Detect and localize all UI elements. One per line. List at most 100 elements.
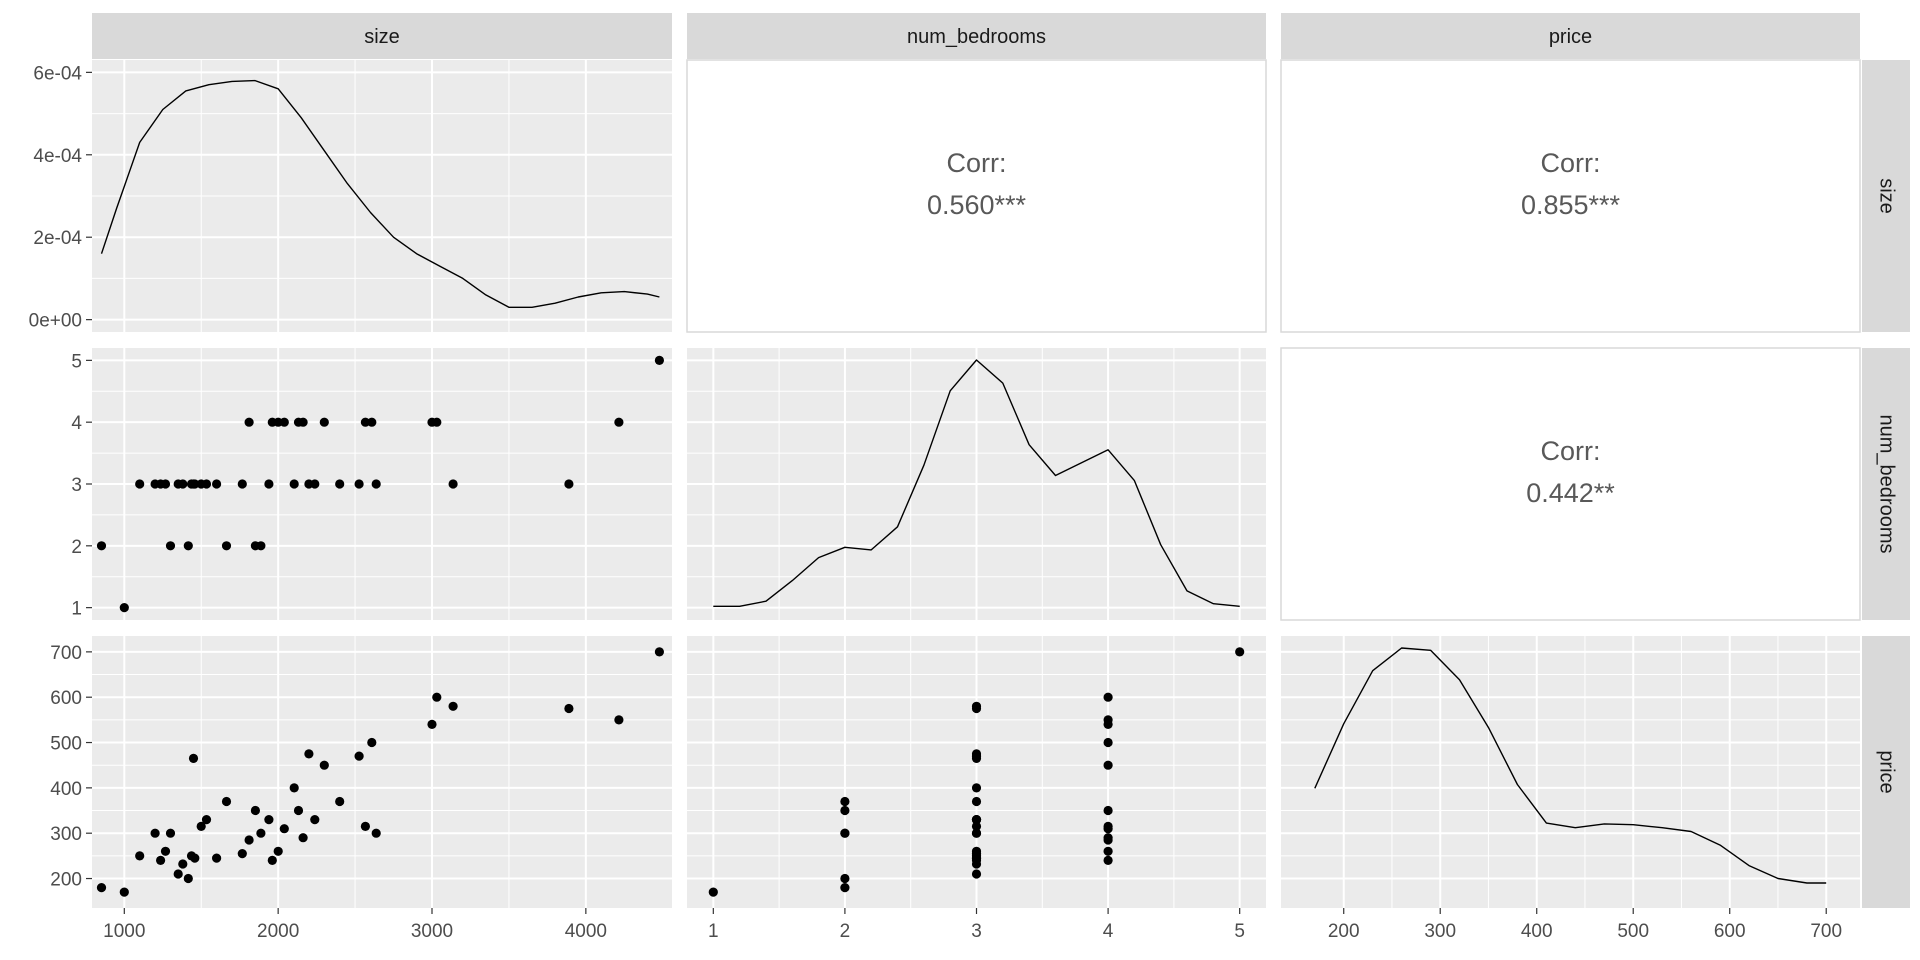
scatter-point xyxy=(237,479,247,489)
scatter-point xyxy=(165,828,176,838)
scatter-point xyxy=(654,647,665,657)
y-tick-label: 3 xyxy=(71,475,82,496)
x-tick-label: 2 xyxy=(840,921,851,942)
scatter-point xyxy=(256,541,266,551)
strip-row-price xyxy=(1862,636,1910,908)
scatter-point xyxy=(360,821,370,832)
strip-col-label-price: price xyxy=(1549,26,1592,48)
y-tick-label: 2 xyxy=(71,537,82,558)
strip-row-label-size: size xyxy=(1876,178,1898,214)
strip-row-label-num_bedrooms: num_bedrooms xyxy=(1876,415,1898,554)
scatter-point xyxy=(371,828,381,838)
corr-label: Corr: xyxy=(947,148,1007,178)
scatter-point xyxy=(840,873,850,884)
x-tick-label: 500 xyxy=(1617,921,1649,942)
scatter-point xyxy=(298,417,308,427)
scatter-point xyxy=(971,869,982,879)
scatter-point xyxy=(971,703,982,714)
y-tick-label: 6e-04 xyxy=(33,63,82,84)
scatter-point xyxy=(319,417,329,427)
corr-label: Corr: xyxy=(1541,436,1601,466)
scatter-point xyxy=(840,883,850,893)
panel-size-num_bedrooms xyxy=(686,59,1267,333)
panel-num_bedrooms-size xyxy=(92,348,672,620)
scatter-point xyxy=(432,417,442,427)
y-tick-label: 1 xyxy=(71,599,82,620)
x-tick-label: 3000 xyxy=(411,921,453,942)
scatter-point xyxy=(310,479,320,489)
scatter-point xyxy=(1103,855,1113,866)
y-tick-label: 400 xyxy=(50,779,82,800)
scatter-point xyxy=(178,479,188,489)
x-tick-label: 300 xyxy=(1424,921,1456,942)
scatter-point xyxy=(96,883,107,893)
scatter-point xyxy=(273,846,283,856)
scatter-point xyxy=(367,417,377,427)
y-tick-label: 0e+00 xyxy=(29,311,82,332)
scatter-point xyxy=(188,753,199,764)
scatter-point xyxy=(840,805,850,816)
scatter-point xyxy=(971,751,982,761)
strip-row-num_bedrooms xyxy=(1862,348,1910,620)
scatter-point xyxy=(614,417,624,427)
density-line-price xyxy=(1314,647,1827,884)
scatter-point xyxy=(237,849,247,859)
scatter-point xyxy=(971,821,982,832)
scatter-point xyxy=(1103,846,1113,856)
scatter-point xyxy=(289,783,299,793)
y-tick-label: 4 xyxy=(71,413,82,434)
density-line-num_bedrooms xyxy=(713,359,1240,607)
scatter-point xyxy=(196,821,206,832)
strip-col-num_bedrooms xyxy=(687,13,1266,59)
scatter-point xyxy=(371,479,381,489)
scatter-point xyxy=(173,869,183,879)
panel-background xyxy=(1281,636,1860,908)
scatter-point xyxy=(840,828,850,838)
corr-panel-border xyxy=(1280,59,1861,333)
scatter-point xyxy=(178,859,188,869)
scatter-point xyxy=(971,815,982,825)
scatter-point xyxy=(971,849,982,859)
panel-background xyxy=(92,636,672,908)
scatter-point xyxy=(367,737,377,748)
scatter-point xyxy=(267,855,277,866)
strip-col-size xyxy=(92,13,672,59)
scatter-point xyxy=(1103,821,1113,832)
scatter-point xyxy=(221,541,232,551)
y-tick-label: 2e-04 xyxy=(33,228,82,249)
density-line-size xyxy=(100,79,660,308)
scatter-point xyxy=(335,479,345,489)
scatter-point xyxy=(190,853,200,863)
scatter-point xyxy=(289,479,299,489)
strip-col-price xyxy=(1281,13,1860,59)
scatter-point xyxy=(96,541,107,551)
scatter-point xyxy=(840,796,850,807)
strip-row-size xyxy=(1862,60,1910,332)
scatter-point xyxy=(1103,805,1113,816)
scatter-point xyxy=(279,824,289,834)
scatter-point xyxy=(564,479,574,489)
scatter-point xyxy=(654,355,665,365)
x-tick-label: 400 xyxy=(1521,921,1553,942)
scatter-point xyxy=(119,887,129,897)
scatter-point xyxy=(335,796,345,807)
x-tick-label: 600 xyxy=(1714,921,1746,942)
scatter-point xyxy=(564,703,574,714)
x-tick-label: 1 xyxy=(708,921,719,942)
scatter-point xyxy=(256,828,266,838)
y-tick-label: 200 xyxy=(50,870,82,891)
x-tick-label: 1000 xyxy=(103,921,145,942)
x-tick-label: 4000 xyxy=(565,921,607,942)
scatter-point xyxy=(448,701,458,711)
x-tick-label: 200 xyxy=(1328,921,1360,942)
scatter-point xyxy=(971,796,982,807)
scatter-point xyxy=(310,815,320,825)
scatter-point xyxy=(160,846,171,856)
scatter-point xyxy=(212,853,222,863)
panel-num_bedrooms-num_bedrooms xyxy=(687,348,1266,620)
scatter-point xyxy=(354,751,364,761)
scatter-point xyxy=(360,417,370,427)
panel-size-size xyxy=(92,60,672,332)
scatter-point xyxy=(293,805,304,816)
x-tick-label: 5 xyxy=(1234,921,1245,942)
